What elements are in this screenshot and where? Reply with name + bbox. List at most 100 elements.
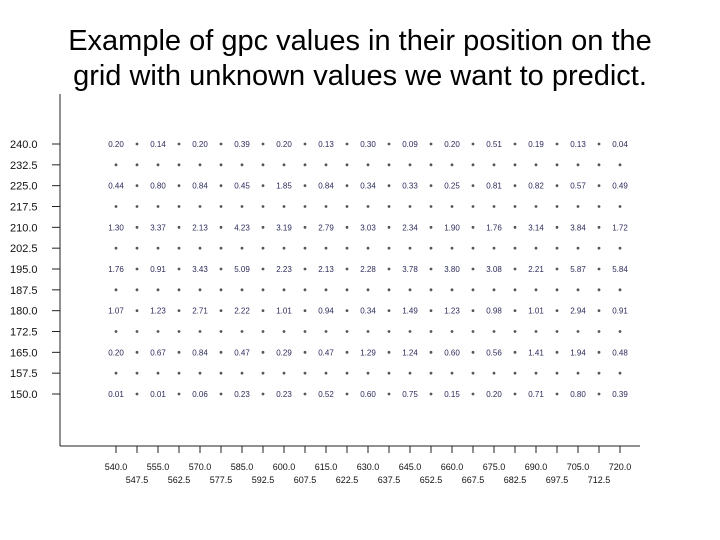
known-value-label: 1.01 xyxy=(528,307,544,316)
unknown-point xyxy=(114,288,118,292)
known-value-label: 0.80 xyxy=(570,390,586,399)
unknown-point xyxy=(387,142,391,146)
unknown-point xyxy=(366,288,370,292)
unknown-point xyxy=(597,309,601,313)
known-value-label: 0.01 xyxy=(150,390,166,399)
unknown-point xyxy=(387,330,391,333)
known-value-label: 1.76 xyxy=(108,265,124,274)
unknown-point xyxy=(408,371,412,375)
unknown-point xyxy=(261,246,265,250)
unknown-point xyxy=(324,288,328,292)
unknown-point xyxy=(177,309,181,313)
known-value-label: 0.23 xyxy=(234,390,250,399)
unknown-point xyxy=(114,163,118,167)
unknown-point xyxy=(177,246,181,250)
unknown-point xyxy=(597,371,601,375)
x-tick-label: 705.0 xyxy=(567,462,590,472)
unknown-point xyxy=(429,142,433,146)
unknown-point xyxy=(471,309,475,313)
unknown-point xyxy=(555,225,559,229)
known-value-label: 0.47 xyxy=(318,348,334,357)
x-tick-label: 577.5 xyxy=(210,475,233,485)
unknown-point xyxy=(429,309,433,313)
known-value-label: 0.39 xyxy=(234,140,250,149)
unknown-point xyxy=(576,330,580,333)
unknown-point xyxy=(366,163,370,167)
unknown-point xyxy=(303,330,307,333)
unknown-point xyxy=(345,392,349,396)
unknown-point xyxy=(492,163,496,167)
unknown-point xyxy=(135,205,139,208)
unknown-point xyxy=(555,350,559,354)
unknown-point xyxy=(618,163,622,167)
unknown-point xyxy=(618,288,622,292)
unknown-point xyxy=(513,392,517,396)
y-tick-label: 165.0 xyxy=(10,347,38,359)
known-value-label: 2.71 xyxy=(192,307,208,316)
unknown-point xyxy=(282,288,286,292)
unknown-point xyxy=(450,205,454,208)
x-tick-label: 600.0 xyxy=(273,462,296,472)
slide-title: Example of gpc values in their position … xyxy=(0,24,720,94)
known-value-label: 0.48 xyxy=(612,348,628,357)
known-value-label: 0.29 xyxy=(276,348,292,357)
known-value-label: 0.20 xyxy=(444,140,460,149)
unknown-point xyxy=(555,330,559,333)
unknown-point xyxy=(156,330,160,333)
unknown-point xyxy=(366,205,370,208)
known-value-label: 0.51 xyxy=(486,140,502,149)
unknown-point xyxy=(429,163,433,167)
unknown-point xyxy=(597,225,601,229)
unknown-point xyxy=(177,392,181,396)
unknown-point xyxy=(513,163,517,167)
known-value-label: 0.20 xyxy=(108,140,124,149)
known-value-label: 0.80 xyxy=(150,182,166,191)
unknown-point xyxy=(513,330,517,333)
known-value-label: 0.23 xyxy=(276,390,292,399)
unknown-point xyxy=(261,225,265,229)
unknown-point xyxy=(555,309,559,313)
known-value-label: 0.91 xyxy=(612,307,628,316)
unknown-point xyxy=(555,288,559,292)
unknown-point xyxy=(219,163,223,167)
unknown-point xyxy=(177,225,181,229)
unknown-point xyxy=(303,246,307,250)
unknown-point xyxy=(513,371,517,375)
unknown-point xyxy=(198,163,202,167)
y-tick-label: 232.5 xyxy=(10,160,38,172)
unknown-point xyxy=(429,267,433,271)
unknown-point xyxy=(366,371,370,375)
x-tick-label: 712.5 xyxy=(588,475,611,485)
unknown-point xyxy=(597,246,601,250)
unknown-point xyxy=(135,225,139,229)
unknown-point xyxy=(219,267,223,271)
known-value-label: 2.21 xyxy=(528,265,544,274)
unknown-point xyxy=(303,142,307,146)
known-value-label: 0.06 xyxy=(192,390,208,399)
unknown-point xyxy=(219,288,223,292)
known-value-label: 0.71 xyxy=(528,390,544,399)
unknown-point xyxy=(324,330,328,333)
known-value-label: 0.20 xyxy=(108,348,124,357)
unknown-point xyxy=(555,205,559,208)
known-value-label: 0.34 xyxy=(360,182,376,191)
unknown-point xyxy=(219,184,223,188)
unknown-point xyxy=(261,392,265,396)
unknown-point xyxy=(114,330,118,333)
unknown-point xyxy=(156,246,160,250)
unknown-point xyxy=(114,246,118,250)
unknown-point xyxy=(408,163,412,167)
unknown-point xyxy=(408,246,412,250)
x-tick-label: 675.0 xyxy=(483,462,506,472)
known-value-label: 2.79 xyxy=(318,223,334,232)
unknown-point xyxy=(219,246,223,250)
known-value-label: 3.80 xyxy=(444,265,460,274)
unknown-point xyxy=(387,350,391,354)
unknown-point xyxy=(345,350,349,354)
known-value-label: 0.94 xyxy=(318,307,334,316)
known-value-label: 0.67 xyxy=(150,348,166,357)
unknown-point xyxy=(471,142,475,146)
unknown-point xyxy=(429,350,433,354)
unknown-point xyxy=(303,184,307,188)
known-value-label: 3.78 xyxy=(402,265,418,274)
